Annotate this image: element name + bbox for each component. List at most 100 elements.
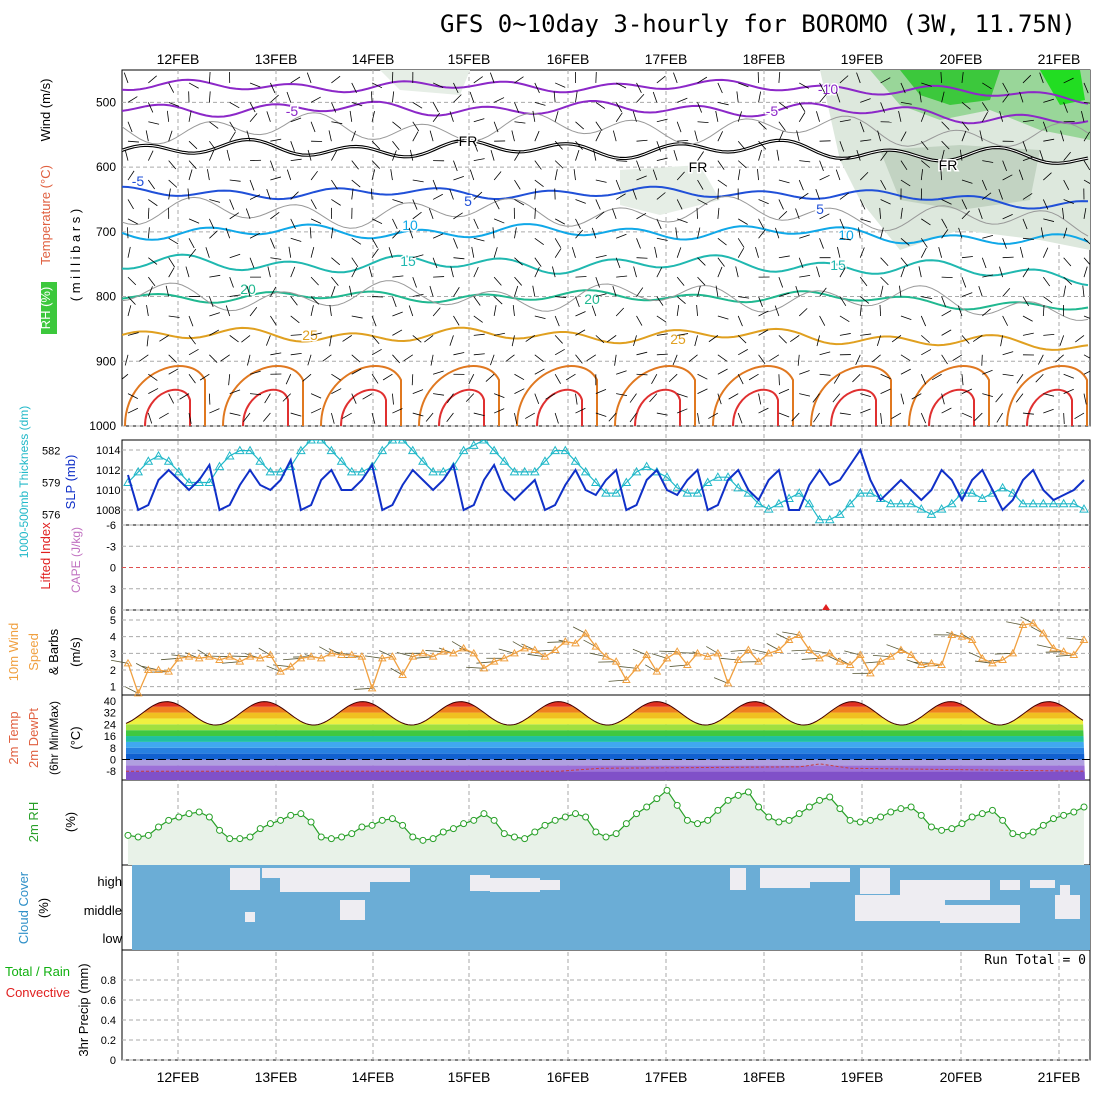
wind-barb (331, 388, 342, 394)
wind-barb (697, 151, 704, 161)
thickness-point (397, 440, 408, 444)
wind-barb (1039, 72, 1044, 84)
wind-barb (880, 102, 885, 113)
wind-barb (900, 160, 908, 171)
wind10m-point (337, 650, 346, 658)
wind-barb (859, 247, 865, 258)
wind-barb (392, 393, 394, 405)
wind-barb (392, 408, 403, 414)
wind-barb (879, 304, 881, 316)
wind-barb (677, 333, 689, 336)
rh2m-point (917, 811, 925, 819)
wind-barb (1083, 131, 1090, 142)
wind10m-panel (111, 616, 1089, 697)
thickness-point (407, 445, 418, 455)
rh2m-point (927, 823, 935, 831)
rh2m-point (470, 816, 478, 824)
wind10m-barb (466, 666, 484, 669)
temp2m-panel (122, 701, 1090, 780)
rh2m-point (439, 828, 447, 836)
wind-barb (636, 93, 645, 103)
thickness-point (550, 445, 561, 455)
wind-barb (1002, 256, 1014, 259)
wind-barb (554, 160, 564, 169)
wind-barb (228, 374, 231, 386)
wind-barb (127, 140, 139, 143)
wind-barb (778, 102, 788, 110)
wind-barb (900, 315, 912, 320)
wind-barb (127, 407, 139, 414)
wind-barb (608, 412, 617, 422)
wind-barb (961, 412, 973, 418)
wind-barb (1040, 227, 1044, 239)
isotherm-30 (418, 365, 500, 426)
thickness-tick-label: 579 (42, 478, 60, 490)
wind-barb (168, 237, 179, 245)
thickness-point (631, 466, 642, 476)
wind-barb (370, 91, 373, 103)
wind-barb (656, 157, 668, 162)
wind10m-barb (161, 657, 179, 661)
wind-barb (403, 354, 413, 362)
rh2m-point (226, 835, 234, 843)
wind10m-point (764, 648, 774, 657)
temp-band (126, 753, 1085, 760)
wind-tick-label: 2 (110, 665, 116, 677)
wind10m-barb (713, 677, 729, 684)
wind-barb (290, 158, 302, 162)
wind-barb (270, 257, 282, 260)
thickness-point (662, 472, 672, 481)
wind-barb (860, 139, 872, 142)
wind-barb (778, 71, 781, 83)
wind-barb (717, 160, 725, 170)
top-date-label: 18FEB (743, 51, 786, 67)
wind-barb (226, 149, 231, 161)
rh2m-point (622, 820, 630, 828)
wind-barb (286, 91, 292, 103)
contour-label: 10 (838, 227, 854, 243)
wind-barb (166, 110, 170, 122)
wind-barb (615, 193, 626, 200)
wind-barb (656, 141, 661, 152)
wind-barb (494, 332, 505, 336)
thickness-point (1068, 498, 1079, 508)
wind10m-point (815, 653, 824, 662)
wind-barb (982, 82, 992, 90)
cloud-cell (770, 868, 810, 888)
wind-barb (331, 75, 341, 84)
wind-barb (127, 96, 138, 103)
wind-barb (247, 354, 251, 366)
wind-barb (270, 176, 282, 181)
wind-barb (290, 352, 302, 356)
wind-barb (575, 407, 586, 414)
thickness-point (774, 498, 784, 508)
wind-barb (652, 91, 658, 103)
wind10m-barb (1045, 651, 1064, 653)
wind10m-point (276, 667, 285, 675)
wind-barb (595, 199, 601, 210)
rh-ylabel: 2m RH (26, 802, 41, 842)
thickness-point (621, 477, 632, 486)
wind-barb (651, 374, 658, 385)
wind-barb (677, 408, 688, 414)
wind-barb (676, 276, 685, 286)
cloud-ylabel-unit: (%) (36, 898, 51, 918)
wind-barb (188, 238, 195, 249)
wind-barb (249, 257, 255, 269)
wind10m-barb (1020, 616, 1034, 624)
top-date-label: 16FEB (547, 51, 590, 67)
wind-barb (534, 315, 546, 319)
wind-barb (493, 247, 498, 258)
wind-barb (310, 393, 322, 399)
wind-barb (306, 72, 312, 84)
wind-barb (285, 374, 292, 385)
wind-barb (1083, 82, 1089, 94)
wind10m-barb (1030, 626, 1044, 634)
wind-barb (270, 238, 276, 249)
wind10m-point (693, 648, 702, 657)
wind-barb (595, 389, 607, 395)
wind-barb (839, 412, 851, 416)
wind-barb (473, 353, 485, 356)
wind-barb (859, 171, 869, 181)
wind-barb (1043, 218, 1055, 222)
